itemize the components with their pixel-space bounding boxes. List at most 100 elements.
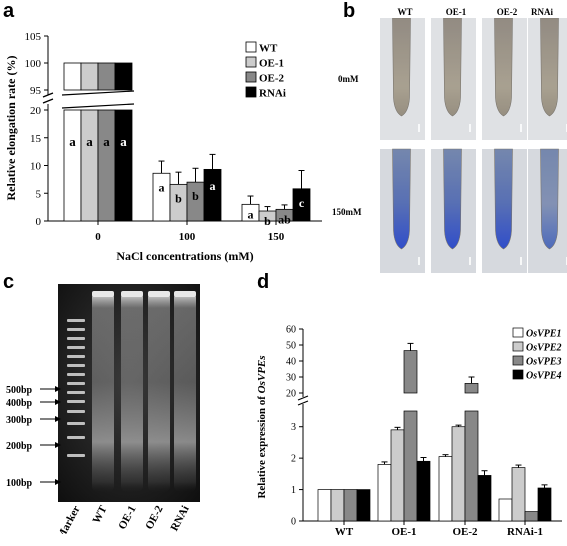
ladder-arrow-head — [55, 442, 61, 448]
gel-well-band — [148, 291, 170, 297]
ladder-arrow-head — [55, 479, 61, 485]
legend-swatch — [245, 71, 257, 83]
bar — [498, 498, 513, 522]
x-axis-label: NaCl concentrations (mM) — [116, 249, 253, 263]
bar — [356, 489, 371, 522]
gel-lane-label: OE-1 — [116, 504, 138, 532]
y-tick-label: 3 — [291, 422, 296, 433]
bar — [97, 62, 116, 91]
y-tick-label: 30 — [286, 373, 296, 384]
legend-label: OE-2 — [259, 73, 285, 85]
x-tick-label: WT — [335, 526, 354, 538]
legend-swatch — [245, 41, 257, 53]
significance-letter: ab — [278, 212, 291, 226]
root — [494, 148, 513, 250]
legend-label: OsVPE4 — [526, 371, 562, 382]
panel-letter-b: b — [343, 0, 356, 22]
bar — [317, 489, 332, 522]
y-tick-label: 95 — [30, 85, 42, 97]
bar — [537, 487, 552, 522]
legend-swatch — [245, 56, 257, 68]
legend-swatch — [512, 369, 524, 380]
gel-well-band — [121, 291, 143, 297]
root-photos — [380, 18, 567, 273]
bar — [377, 464, 392, 522]
legend-swatch — [512, 341, 524, 352]
root — [443, 18, 462, 117]
significance-letter: b — [264, 214, 271, 228]
root — [494, 18, 513, 117]
y-tick-label: 50 — [286, 341, 296, 352]
photo-row-label-150mm: 150mM — [332, 207, 362, 217]
ladder-band — [67, 346, 85, 349]
ladder-band — [67, 436, 85, 439]
bar — [63, 62, 82, 91]
axis-break-mark — [297, 395, 309, 401]
ladder-band — [67, 422, 85, 425]
ladder-band — [67, 319, 85, 322]
chart-d: 0 1 2 3 20 30 40 50 60 Relative expression of OsV… — [256, 325, 562, 538]
bar — [524, 511, 539, 522]
significance-letter: c — [299, 196, 305, 210]
ladder-arrow-head — [55, 386, 61, 392]
gel-smear — [174, 292, 196, 492]
root — [392, 18, 411, 117]
gel-lane-label: Marker — [55, 504, 83, 534]
ladder-size-label: 500bp — [6, 385, 33, 396]
ladder-band — [67, 400, 85, 403]
significance-letter: a — [210, 179, 216, 193]
ladder-band — [67, 355, 85, 358]
y-axis-label: Relative elongation rate (%) — [4, 56, 18, 201]
bar — [114, 109, 133, 222]
bar — [114, 62, 133, 91]
photo-col-label-rnai: RNAi — [531, 7, 553, 17]
legend-swatch — [245, 86, 257, 98]
root — [392, 148, 411, 250]
gel-well-band — [92, 291, 114, 297]
root — [540, 18, 559, 117]
x-tick-label: 100 — [179, 231, 196, 243]
legend-label: WT — [259, 43, 278, 55]
significance-letter: a — [248, 207, 254, 221]
panel-letter-c: c — [3, 271, 15, 293]
bar — [343, 489, 358, 522]
x-tick-label: 0 — [95, 231, 101, 243]
significance-letter: a — [159, 180, 165, 194]
panel-letter-a: a — [3, 0, 15, 22]
legend-label: RNAi — [259, 88, 286, 100]
axis-break-mark — [297, 400, 309, 406]
ladder-arrow-head — [55, 399, 61, 405]
y-tick-label: 105 — [25, 31, 42, 43]
significance-letter: b — [175, 191, 182, 205]
gel-lane-label: OE-2 — [143, 503, 166, 531]
y-tick-label: 40 — [286, 357, 296, 368]
break-line — [61, 90, 135, 96]
ladder-band — [67, 373, 85, 376]
y-tick-label: 20 — [30, 105, 42, 117]
x-tick-label: 150 — [268, 231, 285, 243]
gel-lane-label: WT — [90, 503, 110, 525]
ladder-size-label: 300bp — [6, 415, 33, 426]
significance-letter: a — [103, 134, 110, 149]
bar — [63, 109, 82, 222]
y-tick-label: 60 — [286, 325, 296, 336]
significance-letter: a — [69, 134, 76, 149]
x-tick-label: RNAi-1 — [507, 526, 543, 538]
x-tick-label: OE-2 — [452, 526, 478, 538]
bar — [438, 456, 453, 522]
break-gap — [62, 92, 134, 108]
y-tick-label: 2 — [291, 454, 296, 465]
significance-letter: b — [192, 189, 199, 203]
photo-col-label-oe1: OE-1 — [445, 7, 467, 17]
gel-well-band — [174, 291, 196, 297]
y-tick-label: 15 — [30, 133, 42, 145]
bar — [464, 410, 479, 522]
gel-smear — [121, 292, 143, 492]
y-tick-label: 100 — [25, 58, 42, 70]
legend-label: OE-1 — [259, 58, 284, 70]
bar — [511, 467, 526, 522]
legend-swatch — [512, 327, 524, 338]
axis-break-mark — [42, 98, 54, 104]
legend-label: OsVPE3 — [526, 357, 562, 368]
y-tick-label: 0 — [36, 216, 42, 228]
